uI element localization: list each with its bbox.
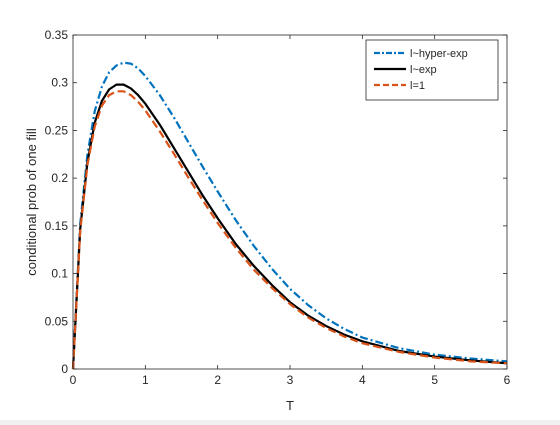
x-tick-label: 4 bbox=[359, 373, 366, 387]
y-tick-label: 0.3 bbox=[51, 76, 68, 90]
x-tick-label: 3 bbox=[287, 373, 294, 387]
x-axis-label: T bbox=[286, 398, 294, 413]
x-tick-label: 0 bbox=[70, 373, 77, 387]
y-tick-label: 0.2 bbox=[51, 171, 68, 185]
series-layer bbox=[71, 61, 508, 370]
x-tick-label: 1 bbox=[142, 373, 149, 387]
y-tick-label: 0.1 bbox=[51, 267, 68, 281]
series-line-0 bbox=[71, 61, 508, 370]
x-tick-label: 5 bbox=[431, 373, 438, 387]
y-axis-label: conditional prob of one fill bbox=[24, 128, 39, 276]
y-tick-label: 0.25 bbox=[45, 123, 69, 137]
series-line-2 bbox=[71, 90, 508, 370]
legend-label-2: l=1 bbox=[410, 80, 425, 92]
x-tick-label: 6 bbox=[504, 373, 511, 387]
y-tick-label: 0.05 bbox=[45, 314, 69, 328]
legend-label-0: l~hyper-exp bbox=[410, 48, 468, 60]
legend: l~hyper-exp l~exp l=1 bbox=[365, 39, 499, 101]
y-tick-label: 0 bbox=[61, 362, 68, 376]
y-tick-label: 0.15 bbox=[45, 219, 69, 233]
series-line-1 bbox=[71, 83, 508, 370]
x-tick-label: 2 bbox=[214, 373, 221, 387]
axes-box bbox=[72, 34, 508, 370]
y-tick-label: 0.35 bbox=[45, 28, 69, 42]
legend-label-1: l~exp bbox=[410, 64, 437, 76]
